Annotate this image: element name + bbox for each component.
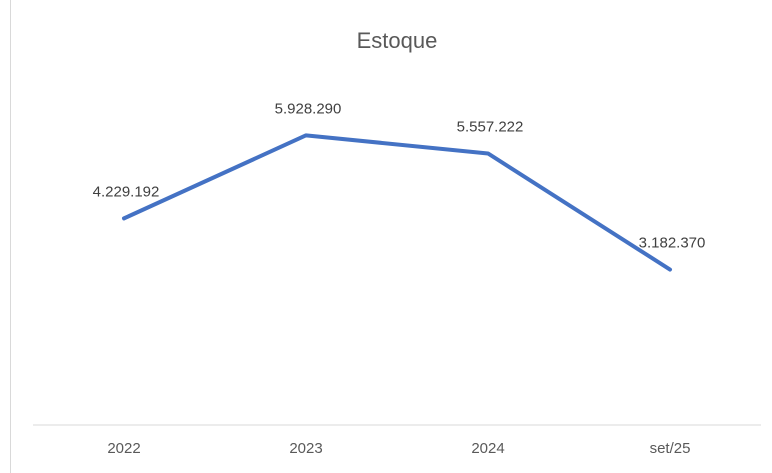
data-label: 5.928.290 [275, 100, 342, 117]
x-tick-label: 2024 [471, 440, 504, 457]
data-line [122, 133, 672, 272]
x-tick-label: 2023 [289, 440, 322, 457]
x-tick-label: set/25 [650, 440, 691, 457]
data-label: 3.182.370 [639, 234, 706, 251]
data-label: 5.557.222 [457, 118, 524, 135]
x-tick-label: 2022 [107, 440, 140, 457]
chart-title: Estoque [357, 28, 438, 53]
data-label: 4.229.192 [93, 183, 160, 200]
